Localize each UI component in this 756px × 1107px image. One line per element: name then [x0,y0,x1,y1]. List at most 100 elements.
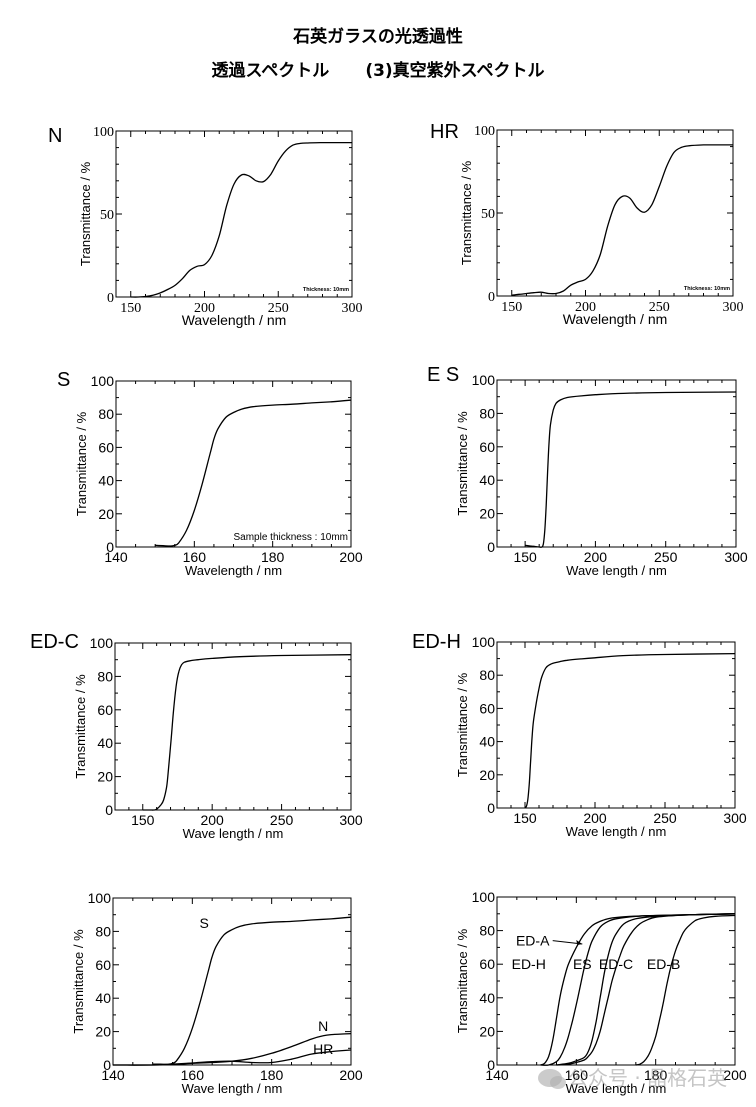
y-tick-label: 0 [105,802,113,818]
y-tick-label: 100 [88,890,112,906]
x-tick-label: 150 [501,300,522,315]
series-line-ed-c [556,913,736,1066]
y-axis-label: Transmittance / % [459,160,474,265]
x-tick-label: 180 [260,1067,284,1083]
watermark: 公众号 · 晶格石英 [538,1062,727,1091]
x-axis-label: Wavelength / nm [563,311,668,327]
x-axis-label: Wavelength / nm [185,563,282,578]
y-tick-label: 0 [487,1057,495,1073]
plot-frame [496,129,734,297]
x-tick-label: 200 [339,549,363,565]
x-tick-label: 200 [200,812,224,828]
y-tick-label: 80 [479,923,495,939]
wechat-icon [538,1069,566,1089]
y-tick-label: 100 [472,372,496,388]
y-tick-label: 0 [487,539,495,555]
arrow-head-icon [576,940,583,946]
y-axis-label: Transmittance / % [74,411,89,516]
series-line-ed-h [540,913,736,1066]
y-tick-label: 20 [479,767,495,783]
x-tick-label: 300 [723,810,747,826]
page-subtitle: 透過スペクトル (3)真空紫外スペクトル [0,56,756,81]
x-tick-label: 140 [104,549,128,565]
chart-ed-h: ED-H 150 200 250 300 0 20 40 60 80 100 Wave length … [412,631,747,839]
x-tick-label: 200 [723,1067,747,1083]
y-tick-label: 100 [472,634,496,650]
x-tick-label: 250 [270,812,294,828]
y-tick-label: 100 [93,125,114,140]
panel-label: HR [430,121,459,143]
x-tick-label: 200 [575,300,596,315]
thickness-annotation: Thickness: 10mm [684,286,730,292]
y-axis-label: Transmittance / % [455,928,470,1033]
y-tick-label: 100 [474,124,495,139]
y-axis-label: Transmittance / % [455,411,470,516]
series-line-n [130,141,352,298]
x-axis-label: Wavelength / nm [182,312,287,328]
y-tick-label: 20 [98,506,114,522]
x-axis-label: Wave length / nm [566,824,667,839]
series-line-hr [112,1049,352,1066]
y-tick-label: 0 [103,1057,111,1073]
panel-label: S [57,369,70,391]
y-tick-label: 100 [472,889,496,905]
series-line-ed-a [540,913,736,1066]
chart-s: S 140 160 180 200 0 20 40 60 80 100 Wavelength / nm… [57,369,363,578]
y-tick-label: 0 [488,290,495,305]
x-tick-label: 140 [101,1067,125,1083]
y-tick-label: 20 [97,769,113,785]
chart-compare-s-n-hr: 140 160 180 200 0 20 40 60 80 100 Wave length / nm… [71,890,363,1096]
plot-frame [496,896,736,1066]
chart-es: E S 150 200 250 300 0 20 40 60 80 100 Wave length /… [427,364,748,578]
chart-ed-c: ED-C 150 200 250 300 0 20 40 60 80 100 Wave length … [30,631,363,841]
y-tick-label: 60 [97,702,113,718]
y-tick-label: 80 [95,923,111,939]
series-line-ed-c [142,654,352,811]
x-tick-label: 160 [183,549,207,565]
y-tick-label: 40 [97,735,113,751]
thickness-annotation: Sample thickness : 10mm [234,532,349,543]
chart-compare-ed: 140 160 180 200 0 20 40 60 80 100 Wave length / nm… [455,889,747,1096]
plot-frame [496,379,737,548]
y-tick-label: 50 [481,207,495,222]
x-tick-label: 180 [261,549,285,565]
y-tick-label: 80 [479,667,495,683]
x-tick-label: 150 [120,301,141,316]
plot-frame [115,130,353,298]
y-tick-label: 60 [479,956,495,972]
series-line-es [556,913,736,1066]
panel-label: E S [427,364,459,386]
x-tick-label: 150 [513,810,537,826]
x-axis-label: Wave length / nm [182,1081,283,1096]
panel-label: ED-C [30,631,79,653]
x-tick-label: 150 [131,812,155,828]
x-tick-label: 300 [724,549,748,565]
x-tick-label: 300 [339,812,363,828]
x-tick-label: 300 [342,301,363,316]
y-tick-label: 100 [90,635,114,651]
y-tick-label: 0 [106,539,114,555]
y-tick-label: 60 [479,439,495,455]
y-tick-label: 50 [100,208,114,223]
x-tick-label: 200 [583,810,607,826]
plot-frame [115,380,352,548]
y-tick-label: 60 [98,439,114,455]
plot-frame [114,642,352,811]
x-tick-label: 250 [654,549,678,565]
series-line-hr [511,144,733,296]
y-tick-label: 20 [95,1024,111,1040]
series-label-hr: HR [313,1041,333,1057]
thickness-annotation: Thickness: 10mm [303,287,349,293]
x-tick-label: 300 [723,300,744,315]
x-tick-label: 200 [339,1067,363,1083]
x-tick-label: 150 [513,549,537,565]
y-tick-label: 80 [479,405,495,421]
subtitle-right: (3)真空紫外スペクトル [365,61,545,81]
panel-label: N [48,125,62,147]
y-tick-label: 20 [479,1023,495,1039]
x-tick-label: 160 [565,1067,589,1083]
chart-hr: HR 150 200 250 300 0 50 100 Wavelength / nm Trans… [430,121,744,327]
y-tick-label: 40 [479,472,495,488]
x-tick-label: 250 [649,300,670,315]
